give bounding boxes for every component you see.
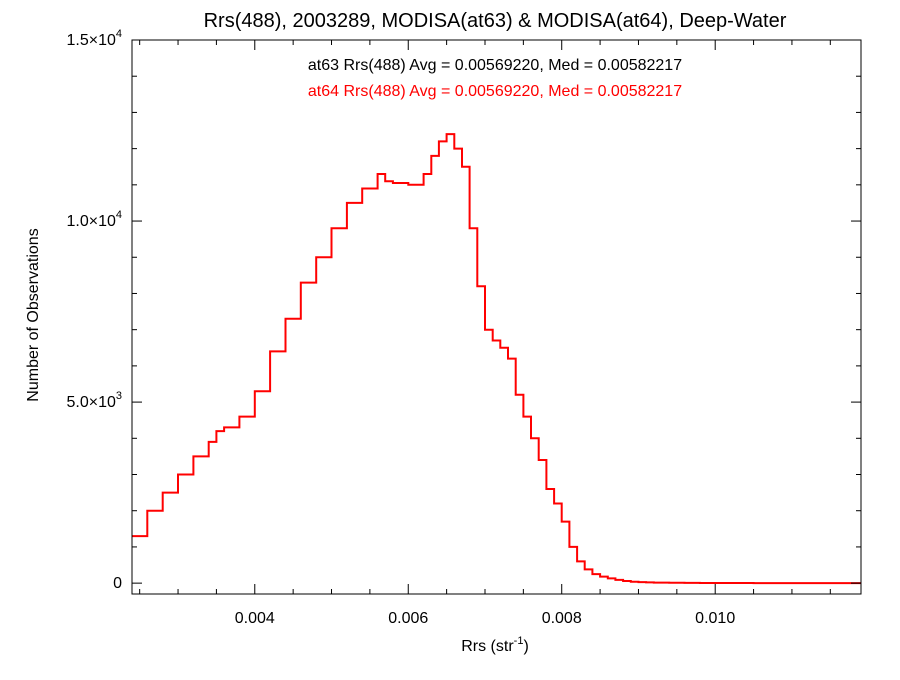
annotation-at63: at63 Rrs(488) Avg = 0.00569220, Med = 0.… [308, 57, 682, 74]
y-tick-label: 0 [113, 575, 122, 592]
y-axis: 0 5.0×103 1.0×104 1.5×104 [66, 28, 861, 592]
x-tick-label: 0.004 [235, 610, 275, 627]
x-axis-label: Rrs (str-1) [461, 635, 529, 655]
chart-title: Rrs(488), 2003289, MODISA(at63) & MODISA… [204, 10, 787, 32]
y-axis-label: Number of Observations [25, 228, 42, 401]
y-tick-label: 1.0×104 [66, 209, 122, 230]
plot-frame [131, 39, 862, 595]
y-tick-label: 5.0×103 [66, 390, 122, 411]
x-tick-label: 0.008 [542, 610, 582, 627]
x-axis: 0.004 0.006 0.008 0.010 [139, 40, 831, 627]
annotation-at64: at64 Rrs(488) Avg = 0.00569220, Med = 0.… [308, 83, 682, 100]
y-tick-label: 1.5×104 [66, 28, 122, 49]
series-line-0 [132, 133, 861, 585]
plot-area [132, 133, 861, 585]
x-tick-label: 0.006 [388, 610, 428, 627]
x-tick-label: 0.010 [695, 610, 735, 627]
